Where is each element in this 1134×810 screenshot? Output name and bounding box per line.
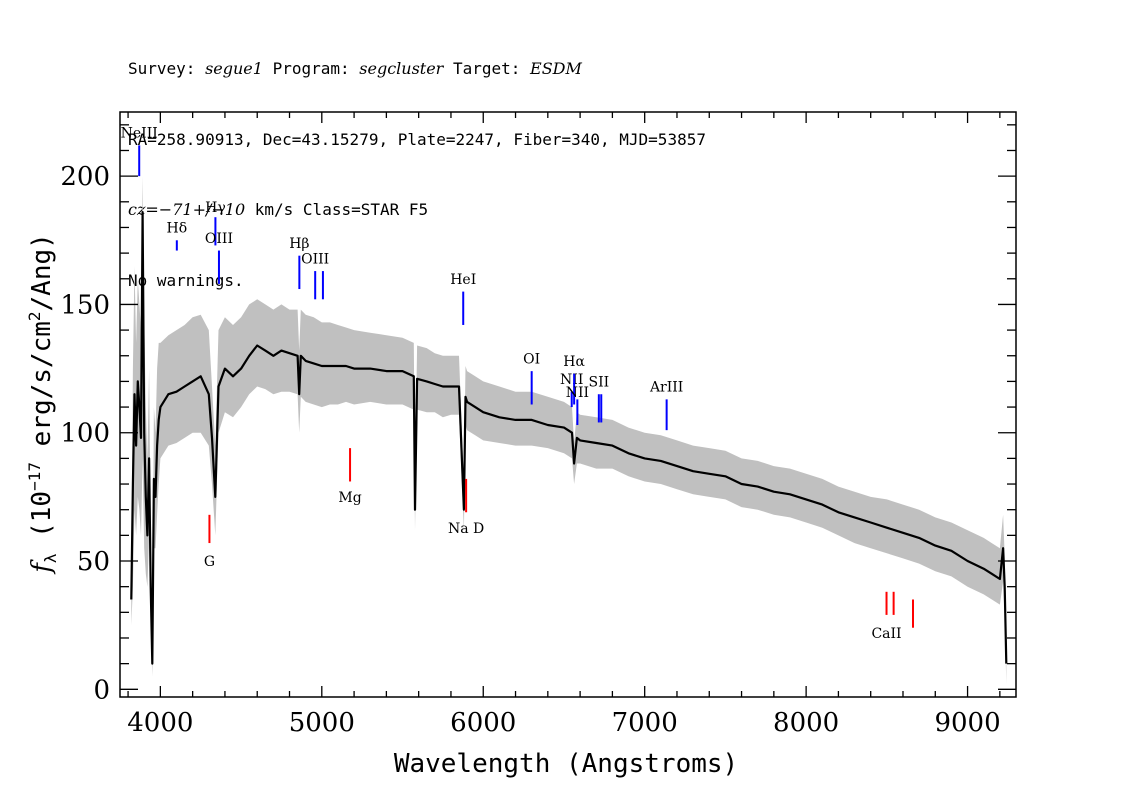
x-tick-label: 4000 xyxy=(127,708,193,738)
spectrum-header: Survey: segue1 Program: segcluster Targe… xyxy=(128,10,706,316)
x-tick-label: 7000 xyxy=(612,708,678,738)
emission-line-label-8: OI xyxy=(523,351,540,367)
absorption-line-label-17: Na D xyxy=(448,521,484,537)
plot-frame xyxy=(119,111,1017,698)
y-tick-label: 50 xyxy=(77,547,110,577)
y-axis-exponent-2: 2 xyxy=(25,311,44,321)
survey-value: segue1 xyxy=(205,59,263,78)
x-axis-title: Wavelength (Angstroms) xyxy=(394,749,738,779)
x-tick-label: 8000 xyxy=(773,708,839,738)
program-value: segcluster xyxy=(359,59,444,78)
header-line-redshift: cz=−71+/−10 km/s Class=STAR F5 xyxy=(128,198,706,222)
absorption-line-label-15: G xyxy=(204,554,215,570)
y-tick-label: 0 xyxy=(93,675,110,705)
y-axis-exponent: −17 xyxy=(25,462,44,491)
header-line-coords: RA=258.90913, Dec=43.15279, Plate=2247, … xyxy=(128,129,706,149)
cz-value: cz=−71+/−10 xyxy=(128,200,246,219)
class-text: km/s Class=STAR F5 xyxy=(245,200,429,219)
x-tick-label: 5000 xyxy=(289,708,355,738)
flux-layer xyxy=(130,211,1008,665)
emission-line-label-12: SII xyxy=(589,375,610,391)
y-axis-end: /Ang) xyxy=(27,233,57,311)
emission-line-label-7: HeI xyxy=(450,272,476,288)
emission-line-label-3: OIII xyxy=(205,231,233,247)
y-axis-subscript: λ xyxy=(41,553,60,563)
emission-line-label-5: OIII xyxy=(301,251,329,267)
emission-line-label-0: NeIII xyxy=(121,126,158,142)
emission-line-label-2: Hγ xyxy=(205,200,226,216)
y-tick-label: 150 xyxy=(60,290,110,320)
header-line-survey: Survey: segue1 Program: segcluster Targe… xyxy=(128,57,706,81)
emission-line-label-1: Hδ xyxy=(167,221,188,237)
emission-line-label-14: ArIII xyxy=(649,380,683,396)
x-tick-label: 9000 xyxy=(934,708,1000,738)
emission-line-label-4: Hβ xyxy=(289,236,309,252)
program-prefix: Program: xyxy=(262,59,360,78)
absorption-line-label-16: Mg xyxy=(338,490,361,506)
emission-line-label-10: Hα xyxy=(563,354,585,370)
y-axis-title: fλ (10−17 erg/s/cm2/Ang) xyxy=(25,233,60,575)
survey-prefix: Survey: xyxy=(128,59,206,78)
target-value: ESDM xyxy=(530,59,582,78)
absorption-line-label-18: CaII xyxy=(871,626,901,642)
emission-line-label-11: NII xyxy=(566,385,589,401)
axes-layer: 4000 5000 6000 7000 8000 9000 0 50 100 150 200 xyxy=(60,111,1017,738)
emission-line-label-9: NII xyxy=(560,372,583,388)
target-prefix: Target: xyxy=(443,59,531,78)
x-tick-label: 6000 xyxy=(450,708,516,738)
y-tick-label: 200 xyxy=(60,162,110,192)
y-axis-units: erg/s/cm xyxy=(27,321,57,462)
flux-line xyxy=(130,211,1008,665)
y-tick-label: 100 xyxy=(60,419,110,449)
y-axis-main: (10 xyxy=(27,491,57,554)
